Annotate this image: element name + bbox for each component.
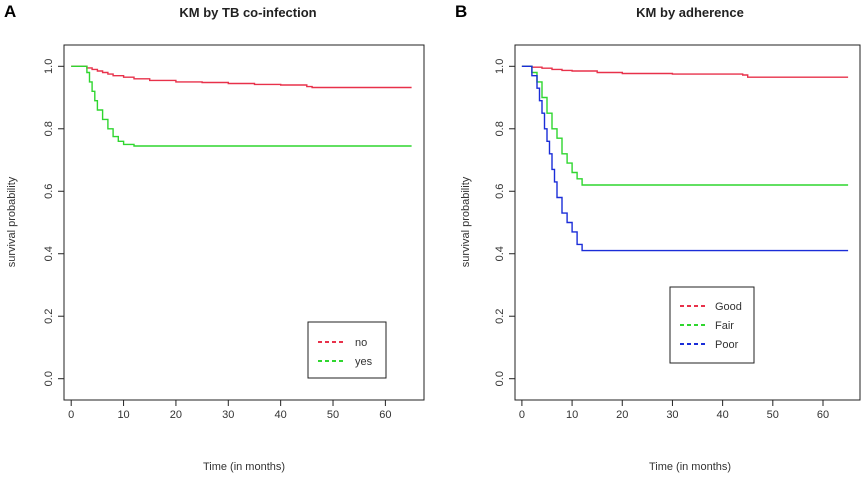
panel-a-series-no [71, 65, 412, 89]
panel-a-x-tick-label: 30 [222, 409, 234, 421]
panel-a-legend-label-yes: yes [355, 356, 373, 368]
panel-a-series [71, 65, 412, 147]
panel-a-x-tick-label: 50 [327, 409, 339, 421]
panel-b-y-axis-label: survival probability [460, 176, 472, 267]
panel-a-y-tick-label: 0.0 [43, 371, 55, 386]
panel-a: A KM by TB co-infection 0 10 20 30 40 50 60 0.0… [4, 2, 425, 473]
panel-b-x-tick-label: 50 [767, 409, 779, 421]
panel-a-y-tick-label: 0.4 [43, 246, 55, 261]
panel-b-x-tick-label: 20 [616, 409, 628, 421]
panel-b-series-poor [521, 65, 849, 252]
panel-a-x-tick-label: 10 [117, 409, 129, 421]
panel-b-legend-label-fair: Fair [715, 320, 734, 332]
panel-b-x-axis-label: Time (in months) [649, 461, 731, 473]
panel-a-y-tick-label: 0.8 [43, 121, 55, 136]
panel-a-title: KM by TB co-infection [179, 5, 316, 20]
panel-b-y-tick-label: 0.2 [494, 309, 506, 324]
panel-b-title: KM by adherence [636, 5, 744, 20]
panel-b: B KM by adherence 0 10 20 30 40 50 60 0.0 0.2 0.4… [455, 2, 861, 473]
panel-b-y-tick-label: 1.0 [494, 59, 506, 74]
panel-a-x-tick-label: 40 [275, 409, 287, 421]
panel-b-y-tick-label: 0.0 [494, 371, 506, 386]
panel-b-series-fair [521, 65, 849, 186]
panel-a-x-tick-label: 0 [68, 409, 74, 421]
panel-a-x-tick-label: 60 [379, 409, 391, 421]
panel-a-y-tick-label: 1.0 [43, 59, 55, 74]
panel-b-series [521, 65, 849, 252]
panel-b-legend: Good Fair Poor [669, 286, 755, 364]
panel-b-y-tick-label: 0.8 [494, 121, 506, 136]
panel-a-legend-label-no: no [355, 337, 367, 349]
panel-a-series-yes [71, 65, 412, 147]
panel-b-ticks: 0 10 20 30 40 50 60 0.0 0.2 0.4 0.6 0.8 1.0 [494, 59, 829, 421]
panel-a-legend: no yes [307, 321, 387, 379]
panel-b-y-tick-label: 0.4 [494, 246, 506, 261]
panel-b-x-tick-label: 10 [566, 409, 578, 421]
panel-b-plot-frame [514, 44, 861, 401]
panel-b-series-good [521, 65, 849, 78]
panel-b-x-tick-label: 60 [817, 409, 829, 421]
panel-b-x-tick-label: 40 [717, 409, 729, 421]
panel-a-plot-frame [63, 44, 425, 401]
panel-a-label: A [4, 2, 16, 21]
panel-a-y-axis-label: survival probability [6, 176, 18, 267]
panel-a-y-tick-label: 0.2 [43, 309, 55, 324]
panel-b-legend-label-good: Good [715, 301, 742, 313]
panel-a-y-tick-label: 0.6 [43, 184, 55, 199]
panel-b-y-tick-label: 0.6 [494, 184, 506, 199]
panel-a-ticks: 0 10 20 30 40 50 60 0.0 0.2 0.4 0.6 0.8 1.0 [43, 59, 392, 421]
panel-a-legend-box [307, 321, 387, 379]
panel-b-x-tick-label: 0 [519, 409, 525, 421]
panel-b-legend-label-poor: Poor [715, 339, 739, 351]
panel-b-x-tick-label: 30 [666, 409, 678, 421]
panel-a-x-axis-label: Time (in months) [203, 461, 285, 473]
panel-a-x-tick-label: 20 [170, 409, 182, 421]
panel-b-label: B [455, 2, 467, 21]
